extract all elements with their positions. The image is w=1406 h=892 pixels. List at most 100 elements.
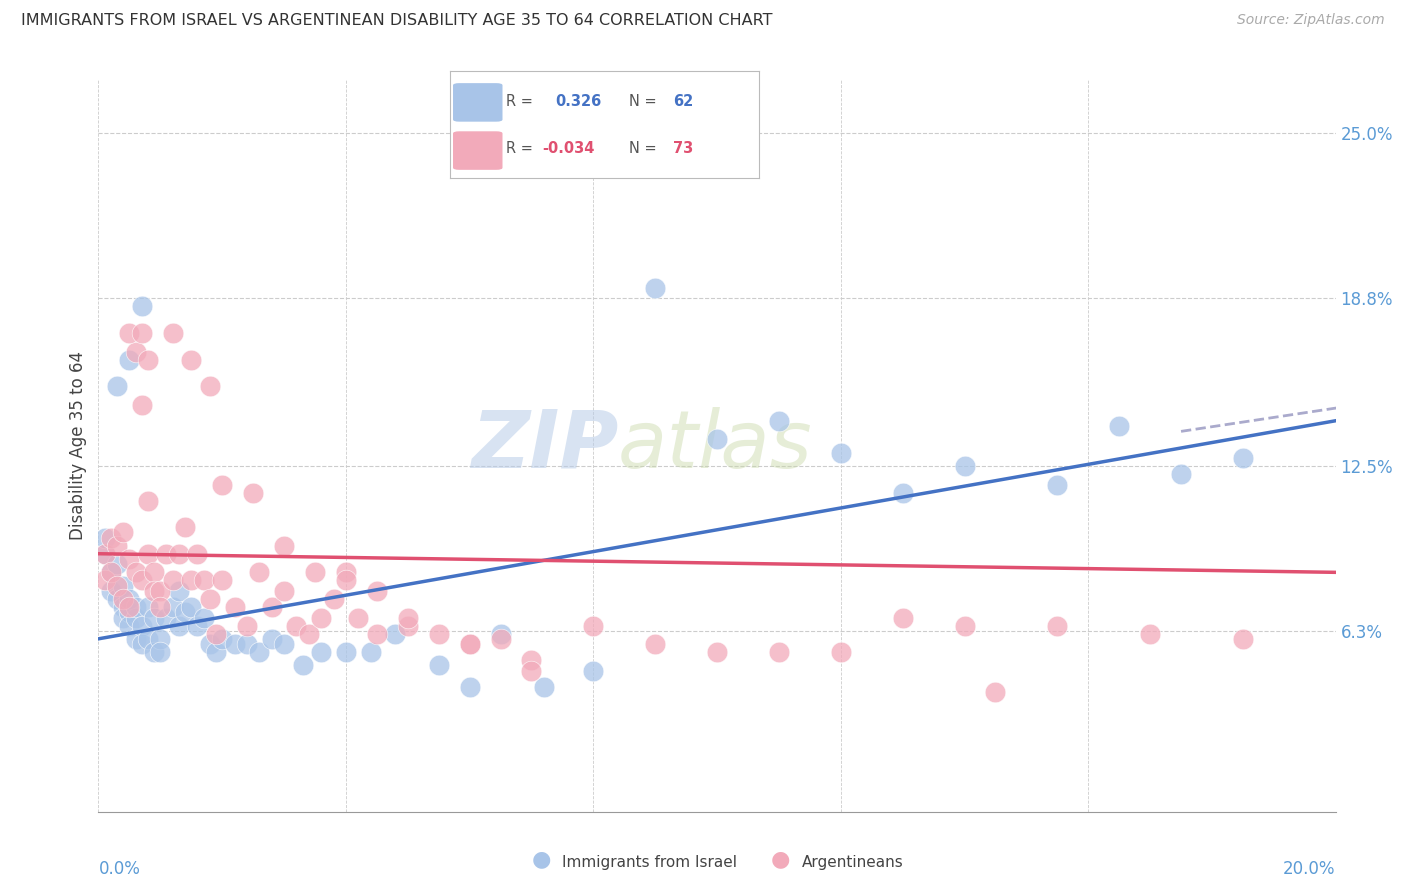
Text: R =: R = [506, 141, 533, 156]
Text: R =: R = [506, 94, 533, 109]
Point [93, 531, 115, 545]
Text: ●: ● [531, 850, 551, 870]
Point [118, 591, 141, 606]
Point [105, 591, 128, 606]
Point [582, 618, 605, 632]
Point [335, 645, 357, 659]
Point [335, 566, 357, 580]
Point [155, 547, 177, 561]
Point [193, 610, 215, 624]
Point [124, 344, 146, 359]
Point [112, 599, 135, 614]
Point [396, 618, 419, 632]
Point [186, 547, 208, 561]
Point [105, 558, 128, 572]
Text: IMMIGRANTS FROM ISRAEL VS ARGENTINEAN DISABILITY AGE 35 TO 64 CORRELATION CHART: IMMIGRANTS FROM ISRAEL VS ARGENTINEAN DI… [21, 13, 772, 29]
Point [830, 445, 852, 459]
Point [136, 632, 159, 646]
Point [891, 485, 914, 500]
Point [427, 626, 450, 640]
Point [347, 610, 370, 624]
Point [273, 584, 295, 599]
Point [205, 626, 228, 640]
Point [105, 539, 128, 553]
Point [247, 645, 270, 659]
Point [205, 645, 228, 659]
Point [149, 645, 172, 659]
Point [118, 605, 141, 619]
Point [143, 645, 166, 659]
Text: 73: 73 [672, 141, 693, 156]
Point [100, 531, 122, 545]
Point [396, 610, 419, 624]
Point [236, 618, 259, 632]
Point [427, 658, 450, 673]
Point [193, 574, 215, 588]
Point [984, 685, 1007, 699]
Point [118, 352, 141, 367]
Point [224, 599, 246, 614]
Point [706, 433, 728, 447]
Text: Argentineans: Argentineans [801, 855, 903, 870]
Point [100, 566, 122, 580]
Point [247, 566, 270, 580]
Point [1139, 626, 1161, 640]
Point [112, 525, 135, 540]
Point [124, 599, 146, 614]
Point [1046, 618, 1069, 632]
Point [520, 653, 543, 667]
Point [131, 574, 153, 588]
Point [112, 610, 135, 624]
Point [93, 574, 115, 588]
Point [533, 680, 555, 694]
Point [149, 584, 172, 599]
Point [830, 645, 852, 659]
Point [384, 626, 406, 640]
Point [335, 574, 357, 588]
Text: ●: ● [770, 850, 790, 870]
FancyBboxPatch shape [453, 131, 502, 169]
Point [458, 637, 481, 651]
Point [260, 599, 283, 614]
Point [520, 664, 543, 678]
Text: Immigrants from Israel: Immigrants from Israel [562, 855, 737, 870]
Point [167, 618, 190, 632]
Point [198, 379, 221, 393]
Point [953, 458, 976, 473]
Point [953, 618, 976, 632]
Point [100, 584, 122, 599]
Point [309, 610, 332, 624]
Point [644, 637, 666, 651]
Text: 62: 62 [672, 94, 693, 109]
Point [211, 477, 233, 491]
Point [582, 664, 605, 678]
Point [768, 645, 790, 659]
Point [112, 591, 135, 606]
Point [131, 326, 153, 340]
Point [489, 626, 512, 640]
Point [242, 485, 264, 500]
Point [100, 566, 122, 580]
Point [124, 566, 146, 580]
Point [211, 574, 233, 588]
Text: -0.034: -0.034 [543, 141, 595, 156]
Point [105, 379, 128, 393]
Point [93, 547, 115, 561]
Point [112, 579, 135, 593]
Point [162, 326, 184, 340]
Point [298, 626, 321, 640]
Point [149, 599, 172, 614]
Point [180, 574, 202, 588]
Point [143, 610, 166, 624]
Point [1046, 477, 1069, 491]
Text: atlas: atlas [619, 407, 813, 485]
Point [136, 352, 159, 367]
Point [366, 626, 388, 640]
FancyBboxPatch shape [453, 83, 502, 121]
Point [260, 632, 283, 646]
Point [273, 539, 295, 553]
Point [162, 574, 184, 588]
Point [224, 637, 246, 651]
Point [186, 618, 208, 632]
Point [198, 591, 221, 606]
